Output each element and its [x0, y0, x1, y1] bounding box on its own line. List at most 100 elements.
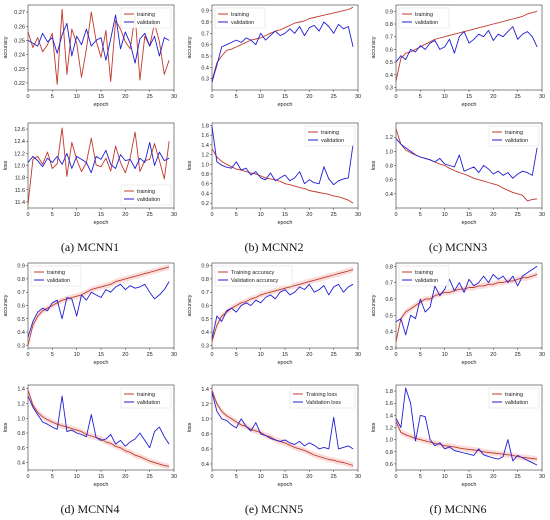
y-tick-label: 0.5 [385, 313, 393, 319]
mcnn4-accuracy-plot: 0 5 10 15 20 25 30 0.3 0.4 0.5 0.6 0.7 0.8 0.9 epoch ac… [0, 258, 180, 370]
x-tick-label: 30 [355, 212, 361, 218]
y-tick-label: 0.9 [17, 264, 25, 270]
legend-label: validation [47, 278, 70, 284]
y-tick-label: 1.2 [385, 135, 393, 141]
y-tick-label: 1.4 [201, 143, 209, 149]
x-tick-label: 0 [210, 212, 213, 218]
y-tick-label: 0.8 [201, 432, 209, 438]
y-tick-label: 0.8 [201, 172, 209, 178]
x-tick-label: 5 [419, 212, 422, 218]
legend-box [488, 125, 540, 147]
y-tick-label: 0.8 [201, 20, 209, 26]
legend-box [398, 7, 450, 29]
y-tick-label: 0.3 [201, 77, 209, 83]
x-tick-label: 20 [306, 212, 312, 218]
legend-label: Training accuracy [231, 270, 274, 276]
validation-series-line [395, 265, 538, 336]
legend: training validation [120, 184, 172, 206]
x-tick-label: 10 [258, 94, 264, 100]
y-tick-label: 0.6 [385, 462, 393, 468]
legend: training validation [488, 125, 540, 147]
y-tick-label: 1.0 [385, 438, 393, 444]
legend-box [30, 265, 82, 287]
x-tick-label: 0 [210, 474, 213, 480]
training-confidence-band [28, 264, 170, 349]
y-axis-label: loss [371, 422, 377, 432]
y-tick-label: 12.2 [14, 151, 25, 157]
y-tick-label: 0.26 [14, 24, 25, 30]
x-tick-label: 5 [235, 474, 238, 480]
caption-mcnn6: (f) MCNN6 [429, 502, 487, 516]
mcnn3-loss-plot: 0 5 10 15 20 25 30 0.4 0.6 0.8 1.0 1.2 epoch loss trai… [368, 118, 548, 230]
x-tick-label: 30 [539, 352, 545, 358]
x-tick-label: 0 [210, 94, 213, 100]
x-tick-label: 15 [282, 94, 288, 100]
x-tick-label: 20 [490, 474, 496, 480]
y-tick-label: 12.6 [14, 127, 25, 133]
x-tick-label: 15 [98, 212, 104, 218]
y-tick-label: 0.6 [385, 47, 393, 53]
x-tick-label: 15 [466, 352, 472, 358]
y-tick-label: 0.4 [201, 65, 209, 71]
legend-label: validation [321, 138, 344, 144]
caption-mcnn2: (b) MCNN2 [244, 240, 304, 254]
legend-label: validation [505, 138, 528, 144]
legend: Training accuracy Validation accuracy [214, 265, 293, 287]
x-tick-label: 0 [26, 212, 29, 218]
x-tick-label: 15 [282, 474, 288, 480]
legend-label: validation [505, 400, 528, 406]
validation-series-line [211, 392, 354, 450]
x-tick-label: 10 [74, 94, 80, 100]
x-tick-label: 5 [419, 94, 422, 100]
training-series-line [211, 6, 354, 82]
x-tick-label: 0 [210, 352, 213, 358]
x-tick-label: 10 [258, 474, 264, 480]
legend: training validation [488, 387, 540, 409]
y-tick-label: 0.5 [17, 317, 25, 323]
y-tick-label: 0.5 [201, 54, 209, 60]
y-tick-label: 0.7 [385, 281, 393, 287]
legend-label: training [47, 270, 65, 276]
x-axis-label: epoch [278, 482, 293, 488]
x-tick-label: 10 [74, 352, 80, 358]
x-tick-label: 5 [419, 474, 422, 480]
y-axis-label: accuracy [371, 294, 377, 316]
legend-label: validation [137, 400, 160, 406]
x-tick-label: 20 [122, 352, 128, 358]
legend-label: validation [137, 197, 160, 203]
mcnn3-accuracy-plot: 0 5 10 15 20 25 30 0.3 0.4 0.5 0.6 0.7 0.8 0.9 epoch ac… [368, 0, 548, 112]
x-axis-label: epoch [94, 102, 109, 108]
legend-label: training [321, 130, 339, 136]
y-tick-label: 0.8 [17, 277, 25, 283]
training-confidence-band [28, 387, 170, 470]
legend-label: validation [137, 20, 160, 26]
y-tick-label: 0.6 [201, 43, 209, 49]
x-tick-label: 10 [74, 474, 80, 480]
legend-box [214, 265, 293, 287]
x-tick-label: 5 [51, 94, 54, 100]
caption-mcnn5: (e) MCNN5 [244, 502, 304, 516]
legend-box [120, 7, 172, 29]
y-tick-label: 0.27 [14, 10, 25, 16]
y-tick-label: 0.6 [201, 182, 209, 188]
x-axis-label: epoch [462, 360, 477, 366]
x-tick-label: 25 [515, 94, 521, 100]
y-tick-label: 1.4 [385, 413, 393, 419]
caption-mcnn3: (c) MCNN3 [428, 240, 488, 254]
y-axis-label: loss [187, 160, 193, 170]
x-tick-label: 0 [394, 474, 397, 480]
y-tick-label: 12.4 [14, 139, 25, 145]
validation-series-line [395, 387, 538, 466]
x-tick-label: 25 [147, 212, 153, 218]
y-tick-label: 11.4 [15, 200, 25, 206]
y-tick-label: 0.3 [17, 343, 25, 349]
x-tick-label: 30 [171, 474, 177, 480]
y-tick-label: 0.4 [385, 330, 393, 336]
mcnn2-accuracy-plot: 0 5 10 15 20 25 30 0.3 0.4 0.5 0.6 0.7 0.8 0.9 epoch ac… [184, 0, 364, 112]
x-tick-label: 0 [394, 352, 397, 358]
x-tick-label: 0 [26, 474, 29, 480]
y-axis-label: accuracy [187, 36, 193, 58]
legend-label: validation [231, 20, 254, 26]
validation-series-line [27, 395, 170, 449]
